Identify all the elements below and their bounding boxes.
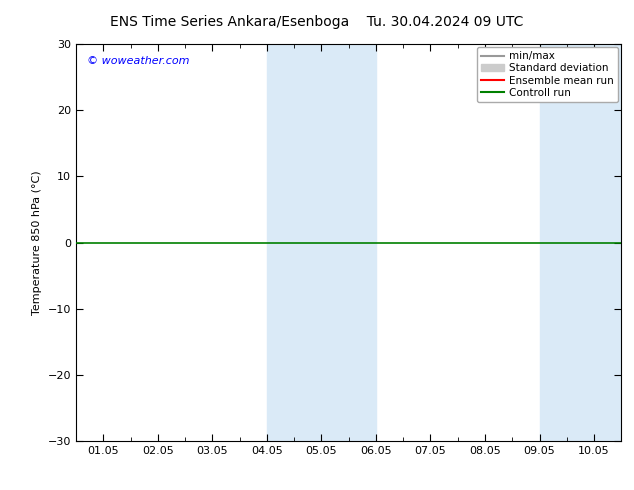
Legend: min/max, Standard deviation, Ensemble mean run, Controll run: min/max, Standard deviation, Ensemble me… [477, 47, 618, 102]
Text: © woweather.com: © woweather.com [87, 56, 190, 66]
Bar [540, 44, 621, 441]
Y-axis label: Temperature 850 hPa (°C): Temperature 850 hPa (°C) [32, 170, 42, 315]
Bar [267, 44, 376, 441]
Text: ENS Time Series Ankara/Esenboga    Tu. 30.04.2024 09 UTC: ENS Time Series Ankara/Esenboga Tu. 30.0… [110, 15, 524, 29]
